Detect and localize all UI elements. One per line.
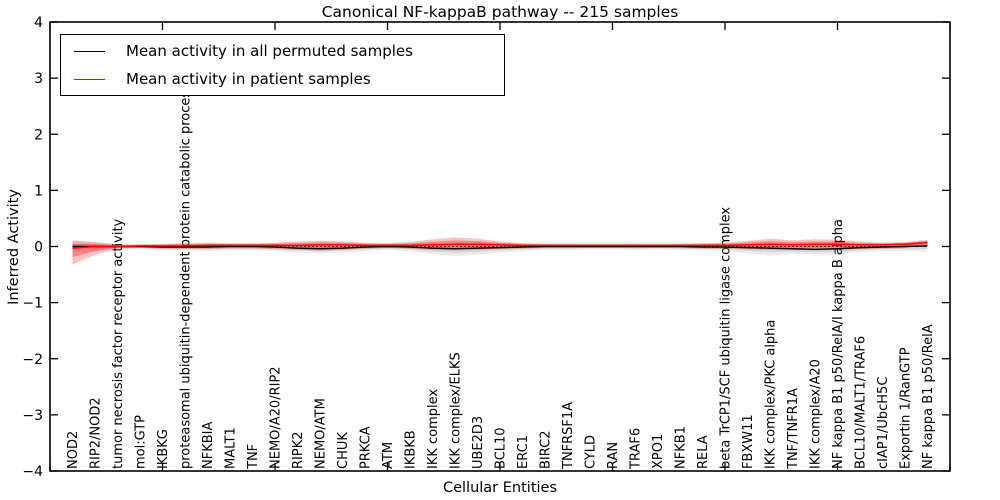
y-axis-label: Inferred Activity [6,189,22,305]
x-category-label: NF kappa B1 p50/RelA/I kappa B alpha [831,219,846,469]
x-category-label: IKK complex/PKC alpha [764,320,779,469]
legend-line-permuted-icon [74,50,105,52]
legend-line-patient-icon [74,78,105,80]
x-category-label: beta TrCP1/SCF ubiquitin ligase complex [719,207,734,469]
y-tick-label: −2 [22,352,43,368]
legend-label-patient: Mean activity in patient samples [126,70,371,88]
x-category-label: UBE2D3 [471,416,486,469]
x-category-label: ERC1 [516,435,531,469]
y-tick-label: −3 [22,408,43,424]
y-tick-label: 3 [34,71,43,87]
y-tick-label: −1 [22,296,43,312]
x-category-label: NOD2 [66,431,81,469]
x-category-label: NFKB1 [674,426,689,469]
x-category-label: NFKBIA [201,422,216,469]
x-category-label: Exportin 1/RanGTP [899,347,914,469]
y-tick-label: 2 [34,127,43,143]
x-category-label: BIRC2 [539,431,554,470]
legend-item-patient: Mean activity in patient samples [61,66,504,92]
patient-mean-line [72,241,928,249]
x-category-label: RELA [696,435,711,469]
permuted-mean-line [72,245,928,251]
x-category-label: NEMO/A20/RIP2 [269,366,284,469]
x-category-label: BCL10 [494,427,509,469]
x-category-label: IKBKB [404,430,419,469]
axes-frame [49,21,951,472]
x-category-label: IKBKG [156,429,171,469]
x-category-label: XPO1 [651,434,666,469]
y-tick-label: 0 [34,240,43,256]
x-category-label: TNF/TNFR1A [786,388,801,470]
chart-title: Canonical NF-kappaB pathway -- 215 sampl… [321,3,679,21]
x-category-label: CYLD [584,435,599,469]
legend-label-permuted: Mean activity in all permuted samples [126,42,413,60]
x-category-label: cIAP1/UbcH5C [876,377,891,469]
x-category-label: CHUK [336,432,351,469]
x-category-label: TRAF6 [629,428,644,470]
y-tick-label: 1 [34,183,43,199]
x-category-label: MALT1 [224,427,239,469]
x-category-label: TNF [246,444,261,470]
x-axis-label: Cellular Entities [442,480,558,496]
x-category-label: BCL10/MALT1/TRAF6 [854,336,869,469]
x-category-label: RIPK2 [291,431,306,469]
permuted-band-outer [72,240,928,257]
x-category-label: tumor necrosis factor receptor activity [111,218,126,469]
x-category-label: FBXW11 [741,414,756,469]
x-category-label: RAN [606,442,621,469]
x-category-label: NEMO/ATM [314,398,329,469]
legend: Mean activity in all permuted samples Me… [60,34,505,96]
y-tick-label: −4 [22,464,43,480]
x-category-label: IKK complex/A20 [809,359,824,469]
x-category-label: IKK complex/ELKS [449,352,464,469]
legend-item-permuted: Mean activity in all permuted samples [61,38,504,64]
x-category-label: proteasomal ubiquitin-dependent protein … [179,84,194,469]
patient-band-outer [72,237,928,265]
x-category-label: IKK complex [426,389,441,469]
x-category-label: NF kappa B1 p50/RelA [921,324,936,469]
x-category-label: TNFRSF1A [561,402,576,470]
x-category-label: RIP2/NOD2 [89,397,104,469]
x-category-label: PRKCA [359,426,374,469]
x-category-label: mol:GTP [134,415,149,469]
x-category-label: ATM [381,442,396,469]
y-tick-label: 4 [34,15,43,31]
